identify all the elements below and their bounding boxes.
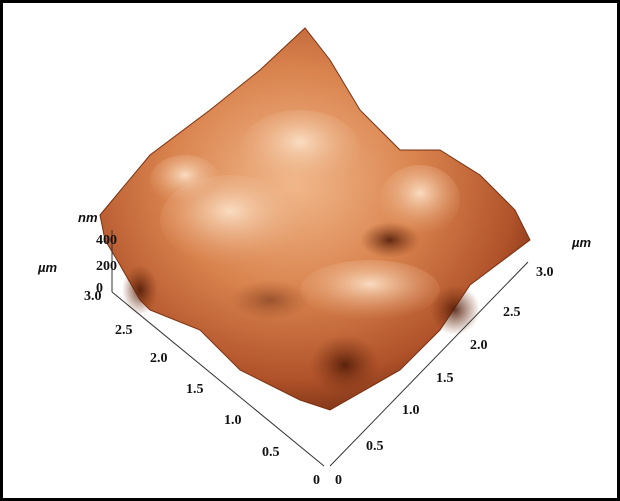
y-tick-label: 3.0 — [84, 289, 102, 304]
z-tick-label: 400 — [96, 233, 117, 248]
surface — [99, 27, 531, 411]
x-tick-label: 3.0 — [536, 265, 554, 280]
x-tick-label: 2.0 — [470, 338, 488, 353]
x-tick-label: 1.0 — [402, 403, 420, 418]
x-tick-label: 0 — [335, 473, 342, 488]
x-tick-label: 1.5 — [436, 371, 454, 386]
x-tick-label: 2.5 — [503, 305, 521, 320]
y-tick-label: 2.0 — [150, 351, 168, 366]
x-tick-label: 0.5 — [366, 439, 384, 454]
z-tick-label: 0 — [96, 281, 103, 296]
y-tick-label: 0 — [313, 473, 320, 488]
z-tick-label: 200 — [96, 259, 117, 274]
y-tick-label: 0.5 — [262, 445, 280, 460]
x-unit: µm — [571, 235, 591, 250]
y-tick-label: 1.0 — [224, 413, 242, 428]
y-tick-label: 2.5 — [115, 323, 133, 338]
z-unit: nm — [78, 210, 98, 225]
axes — [111, 230, 529, 467]
y-tick-label: 1.5 — [186, 382, 204, 397]
y-unit: µm — [37, 260, 57, 275]
